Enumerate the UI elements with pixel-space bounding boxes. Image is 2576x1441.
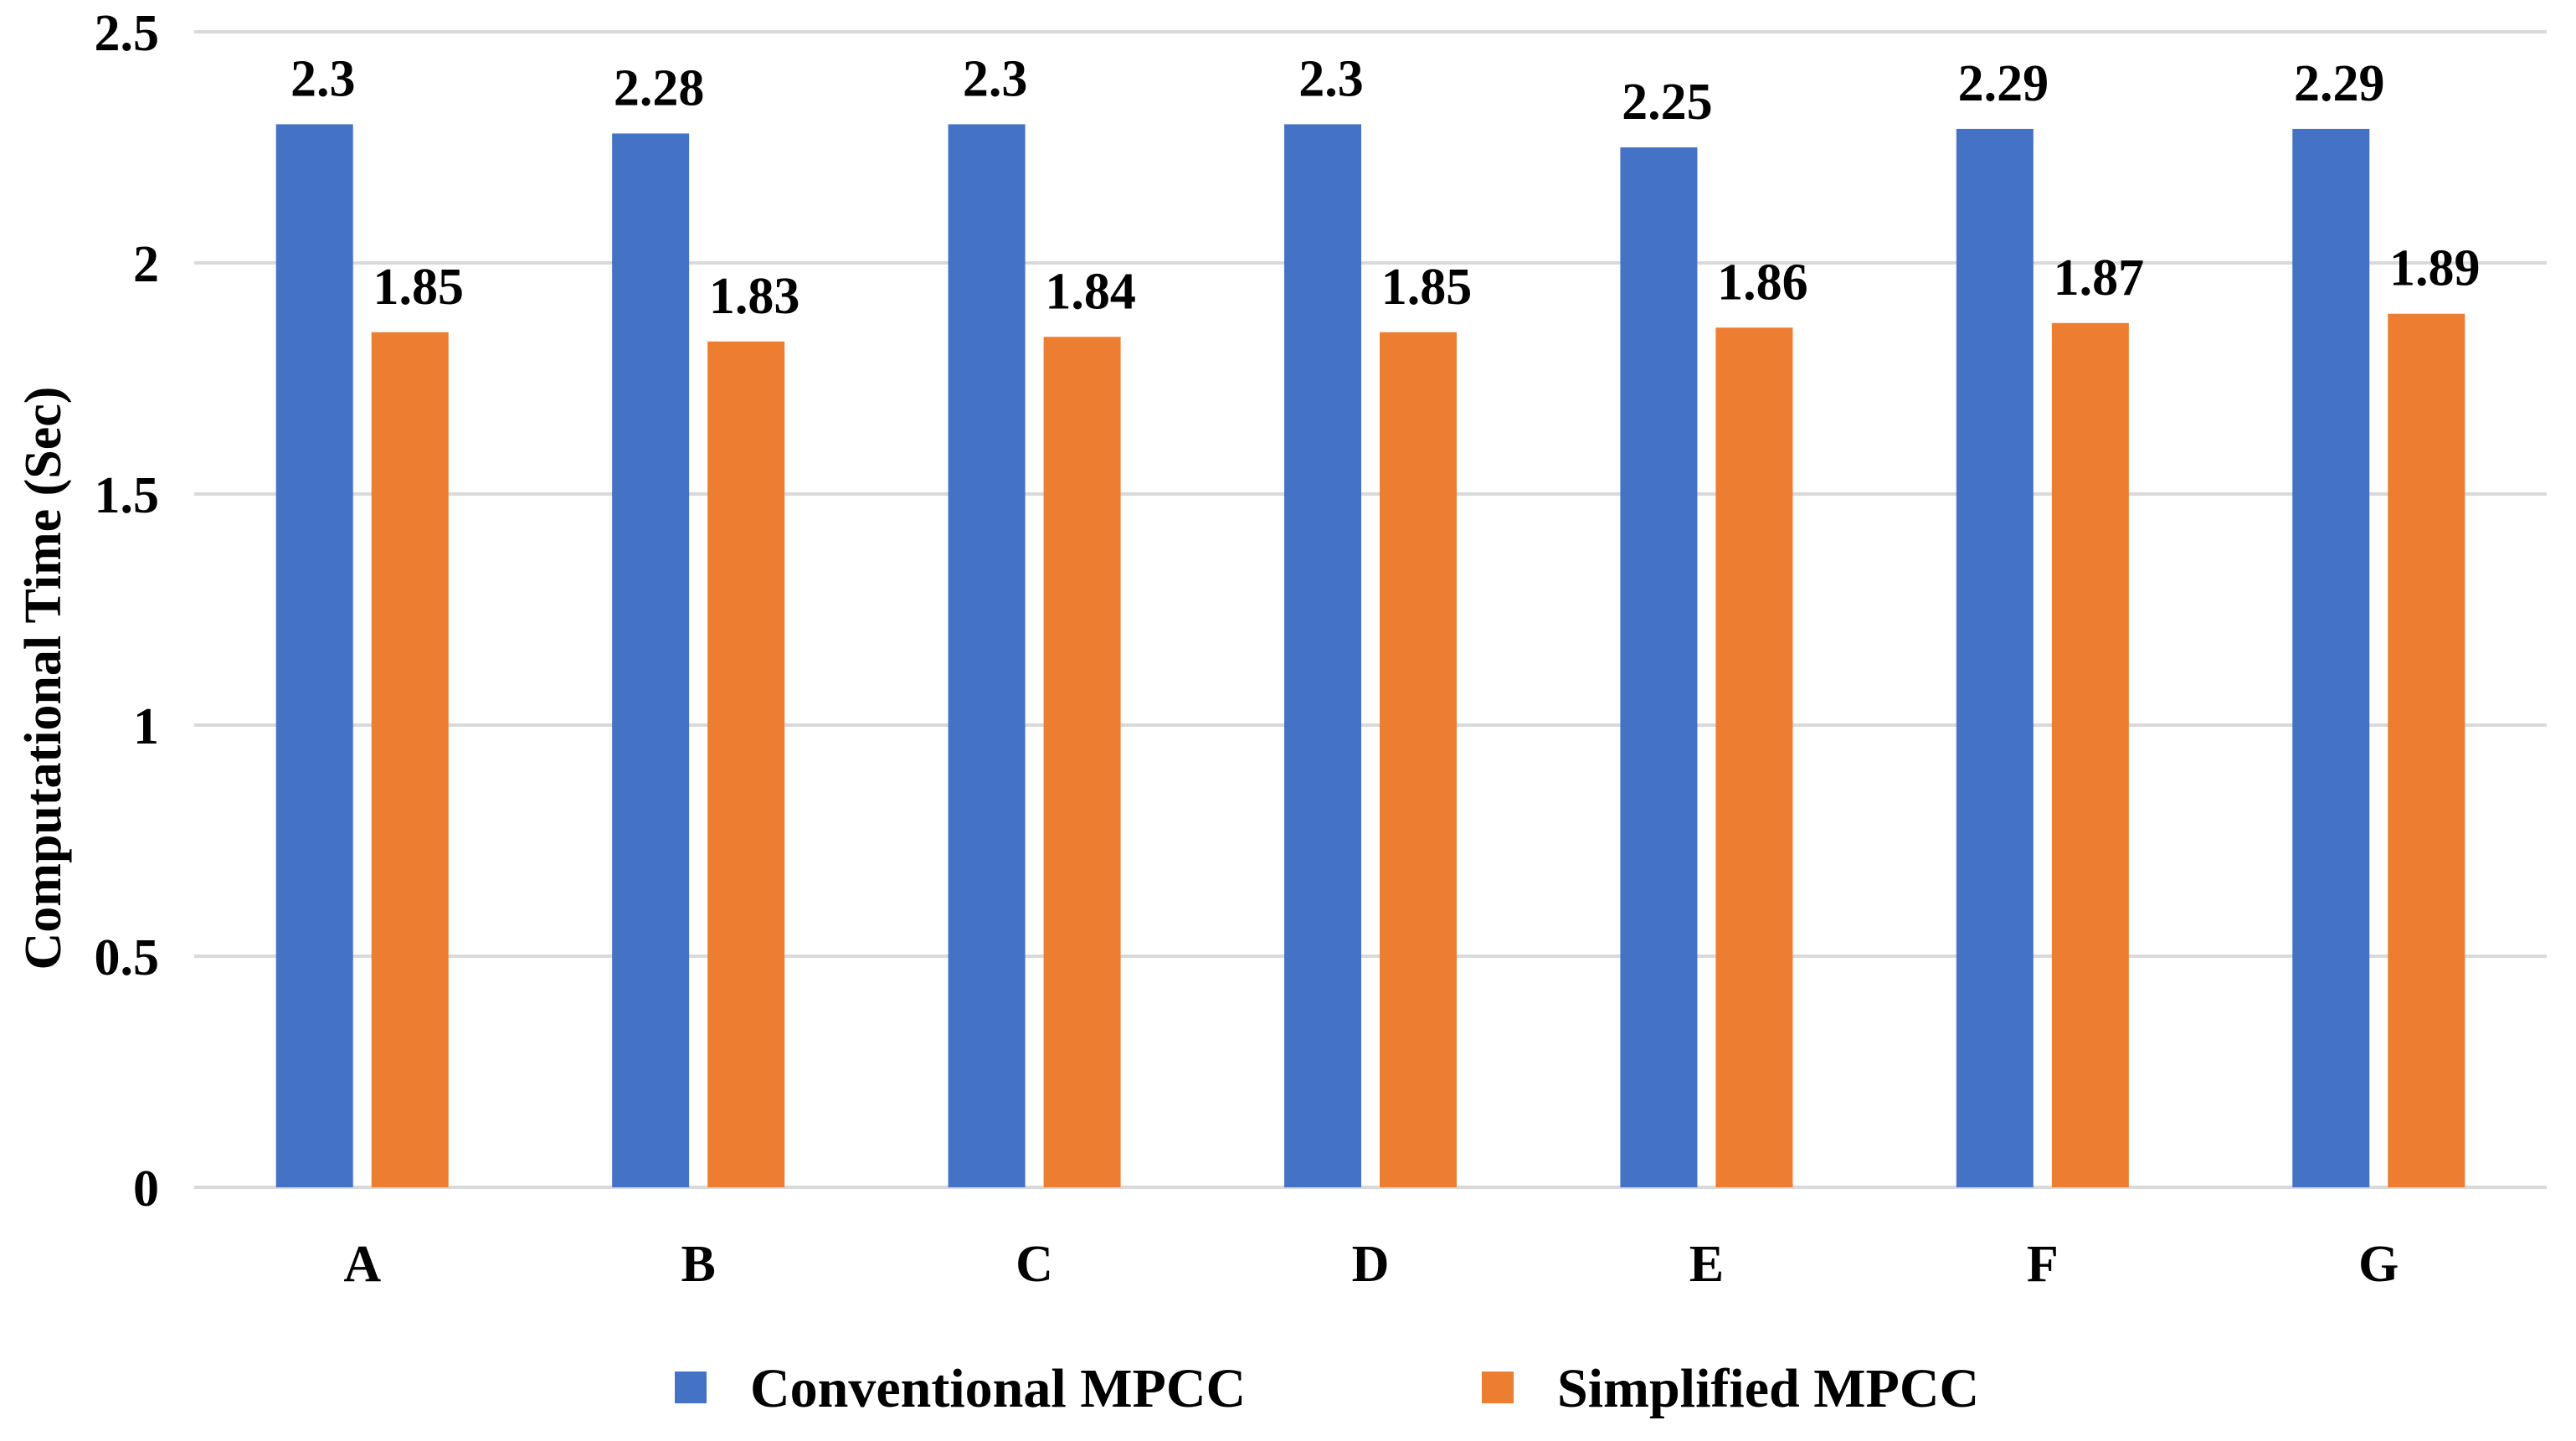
data-label-simplified-e: 1.86 [1717,254,1808,311]
legend-label-conventional: Conventional MPCC [750,1358,1246,1419]
data-label-conventional-g: 2.29 [2294,55,2385,112]
bar-conventional-f [1956,128,2034,1187]
data-label-simplified-d: 1.85 [1381,259,1473,316]
x-category-label: B [681,1236,715,1293]
data-label-conventional-c: 2.3 [963,50,1028,107]
data-label-simplified-f: 1.87 [2054,250,2145,306]
legend-label-simplified: Simplified MPCC [1557,1358,1979,1419]
x-category-label: D [1352,1236,1390,1293]
x-axis-categories: A B C D E F G [343,1236,2399,1293]
bar-simplified-g [2388,313,2465,1188]
x-category-label: F [2027,1236,2059,1293]
x-category-label: A [343,1236,381,1293]
data-label-conventional-f: 2.29 [1958,55,2049,112]
bar-simplified-e [1715,327,1793,1187]
y-axis-ticks: 0 0.5 1 1.5 2 2.5 [95,5,160,1217]
data-label-conventional-e: 2.25 [1622,74,1713,131]
y-tick-label: 2 [133,236,159,293]
y-tick-label: 1 [133,698,159,755]
legend-swatch-conventional [675,1372,707,1403]
bar-conventional-e [1620,147,1698,1187]
x-category-label: C [1015,1236,1053,1293]
bar-simplified-a [371,332,449,1187]
x-category-label: E [1689,1236,1724,1293]
data-label-simplified-g: 1.89 [2389,240,2481,297]
legend: Conventional MPCC Simplified MPCC [675,1358,1979,1419]
bar-conventional-d [1284,124,1361,1187]
y-tick-label: 0 [133,1161,159,1217]
bar-conventional-g [2292,128,2370,1187]
y-tick-label: 2.5 [95,5,160,62]
bars [275,124,2465,1188]
data-label-conventional-a: 2.3 [291,50,356,107]
data-label-conventional-d: 2.3 [1298,50,1364,107]
bar-simplified-c [1043,337,1121,1187]
bar-simplified-b [707,341,785,1188]
data-label-simplified-b: 1.83 [709,268,800,325]
data-labels: 2.3 1.85 2.28 1.83 2.3 1.84 2.3 1.85 2.25 1.86 2.2… [291,50,2481,324]
bar-simplified-f [2051,322,2129,1187]
data-label-conventional-b: 2.28 [614,59,705,116]
data-label-simplified-c: 1.84 [1045,263,1136,320]
bar-simplified-d [1380,332,1457,1187]
data-label-simplified-a: 1.85 [373,259,464,316]
bar-conventional-a [275,124,353,1187]
y-tick-label: 0.5 [95,929,160,986]
y-axis-title: Computational Time (Sec) [15,387,72,970]
bar-conventional-c [948,124,1026,1187]
gridlines [194,30,2547,1189]
x-category-label: G [2358,1236,2399,1293]
y-tick-label: 1.5 [95,467,160,524]
legend-swatch-simplified [1482,1372,1514,1403]
bar-conventional-b [612,133,690,1188]
